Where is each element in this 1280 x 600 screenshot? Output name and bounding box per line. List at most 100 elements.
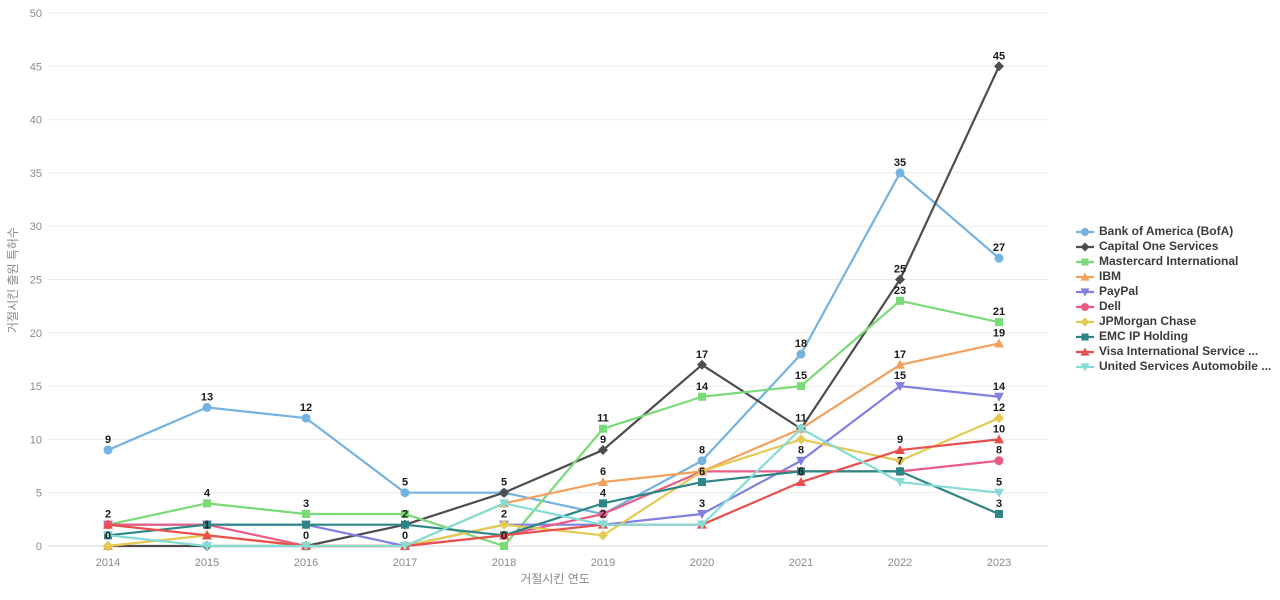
legend-label: Dell xyxy=(1099,299,1122,313)
legend-item-capital-one-services[interactable]: Capital One Services xyxy=(1076,239,1271,254)
legend-label: Capital One Services xyxy=(1099,239,1219,253)
series-line xyxy=(107,427,1000,548)
legend-marker-square-icon xyxy=(1076,332,1094,342)
series-line xyxy=(107,342,1000,548)
point-label: 18 xyxy=(795,338,807,350)
point-label: 8 xyxy=(798,445,804,457)
point-label: 3 xyxy=(699,498,705,510)
point-label: 13 xyxy=(201,391,213,403)
legend-item-emc-ip-holding[interactable]: EMC IP Holding xyxy=(1076,329,1271,344)
point-label: 0 xyxy=(402,530,408,542)
point-label: 5 xyxy=(996,477,1002,489)
x-tick-label: 2016 xyxy=(294,557,318,569)
point-label: 14 xyxy=(696,381,709,393)
legend-item-ibm[interactable]: IBM xyxy=(1076,269,1271,284)
point-label: 5 xyxy=(402,477,408,489)
point-label: 0 xyxy=(105,530,111,542)
point-label: 3 xyxy=(303,498,309,510)
legend-label: EMC IP Holding xyxy=(1099,329,1189,343)
legend-marker-triangle-up-icon xyxy=(1076,347,1094,357)
series-line xyxy=(107,417,1000,548)
point-label: 0 xyxy=(501,530,507,542)
series-line xyxy=(107,299,1000,548)
series-capital-one-services xyxy=(103,61,1004,551)
legend: Bank of America (BofA) Capital One Servic… xyxy=(1076,224,1271,374)
legend-label: Bank of America (BofA) xyxy=(1099,224,1234,238)
y-tick-label: 50 xyxy=(30,8,42,20)
x-tick-label: 2014 xyxy=(96,557,120,569)
y-tick-label: 30 xyxy=(30,221,42,233)
point-label: 6 xyxy=(798,466,804,478)
series-united-services-automobile- xyxy=(103,424,1004,551)
legend-marker-circle-icon xyxy=(1076,302,1094,312)
legend-item-mastercard-international[interactable]: Mastercard International xyxy=(1076,254,1271,269)
point-label: 9 xyxy=(897,434,903,446)
point-label: 9 xyxy=(105,434,111,446)
y-axis-title: 거절시킨 출원 특허수 xyxy=(6,227,20,333)
point-label: 12 xyxy=(300,402,312,414)
legend-item-jpmorgan-chase[interactable]: JPMorgan Chase xyxy=(1076,314,1271,329)
x-tick-label: 2019 xyxy=(591,557,615,569)
y-tick-label: 15 xyxy=(30,381,42,393)
point-label: 14 xyxy=(993,381,1006,393)
series-line xyxy=(107,470,1000,537)
point-label: 19 xyxy=(993,327,1005,339)
legend-item-visa-international-service-[interactable]: Visa International Service ... xyxy=(1076,344,1271,359)
x-tick-label: 2017 xyxy=(393,557,417,569)
point-label: 0 xyxy=(303,530,309,542)
series-line xyxy=(107,438,1000,548)
legend-label: PayPal xyxy=(1099,284,1139,298)
legend-label: JPMorgan Chase xyxy=(1099,314,1197,328)
point-label: 3 xyxy=(996,498,1002,510)
point-labels: 9131258183527591725452430111415232161117… xyxy=(105,50,1006,542)
point-label: 2 xyxy=(600,509,606,521)
point-label: 5 xyxy=(501,477,507,489)
y-tick-label: 20 xyxy=(30,328,42,340)
x-tick-label: 2023 xyxy=(987,557,1011,569)
series-line xyxy=(107,171,1000,516)
point-label: 11 xyxy=(795,413,807,425)
point-label: 21 xyxy=(993,306,1005,318)
legend-item-paypal[interactable]: PayPal xyxy=(1076,284,1271,299)
y-axis-ticks: 0 5 10 15 20 25 30 35 40 45 50 xyxy=(30,8,42,553)
point-label: 15 xyxy=(795,370,807,382)
x-axis-ticks: 2014 2015 2016 2017 2018 2019 2020 2021 2022 2023 xyxy=(96,557,1011,569)
point-label: 4 xyxy=(204,487,211,499)
legend-label: IBM xyxy=(1099,269,1121,283)
point-label: 23 xyxy=(894,285,906,297)
legend-marker-square-icon xyxy=(1076,257,1094,267)
point-label: 27 xyxy=(993,242,1005,254)
point-label: 4 xyxy=(600,487,607,499)
legend-marker-triangle-down-icon xyxy=(1076,362,1094,372)
gridlines xyxy=(48,12,1048,547)
series-mastercard-international xyxy=(104,296,1003,550)
point-label: 1 xyxy=(204,519,210,531)
point-label: 17 xyxy=(894,349,906,361)
point-label: 17 xyxy=(696,349,708,361)
legend-item-dell[interactable]: Dell xyxy=(1076,299,1271,314)
point-label: 2 xyxy=(402,509,408,521)
x-tick-label: 2018 xyxy=(492,557,516,569)
legend-label: United Services Automobile ... xyxy=(1099,359,1272,373)
series-line xyxy=(108,65,1000,548)
point-label: 9 xyxy=(600,434,606,446)
y-tick-label: 45 xyxy=(30,61,42,73)
y-tick-label: 25 xyxy=(30,275,42,287)
y-tick-label: 0 xyxy=(36,541,42,553)
legend-label: Mastercard International xyxy=(1099,254,1239,268)
x-tick-label: 2015 xyxy=(195,557,219,569)
point-label: 12 xyxy=(993,402,1005,414)
legend-item-united-services-automobile-[interactable]: United Services Automobile ... xyxy=(1076,359,1271,374)
point-label: 2 xyxy=(501,509,507,521)
legend-marker-triangle-up-icon xyxy=(1076,272,1094,282)
legend-marker-circle-icon xyxy=(1076,227,1094,237)
x-tick-label: 2022 xyxy=(888,557,912,569)
x-tick-label: 2020 xyxy=(690,557,714,569)
point-label: 45 xyxy=(993,50,1005,62)
x-tick-label: 2021 xyxy=(789,557,813,569)
point-label: 8 xyxy=(699,445,705,457)
y-tick-label: 10 xyxy=(30,434,42,446)
legend-item-bank-of-america-bofa-[interactable]: Bank of America (BofA) xyxy=(1076,224,1271,239)
legend-label: Visa International Service ... xyxy=(1099,344,1259,358)
